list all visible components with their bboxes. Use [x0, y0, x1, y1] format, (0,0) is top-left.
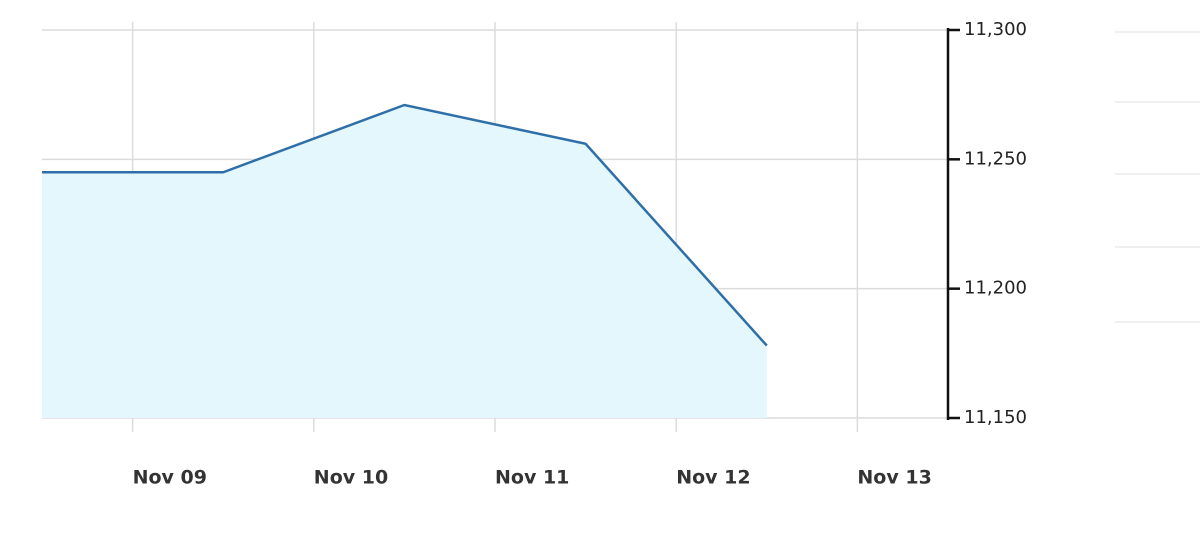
y-tick-label: 11,300: [964, 19, 1027, 40]
y-tick-label: 11,250: [964, 148, 1027, 169]
y-tick-label: 11,200: [964, 278, 1027, 299]
x-tick-label: Nov 12: [676, 467, 750, 489]
side-panel-lines: [1115, 31, 1200, 323]
x-tick-label: Nov 10: [314, 467, 388, 489]
x-tick-label: Nov 13: [857, 467, 931, 489]
area-fill: [42, 105, 767, 418]
y-tick-label: 11,150: [964, 407, 1027, 428]
line: [42, 103, 768, 347]
x-tick-label: Nov 11: [495, 467, 569, 489]
x-tick-label: Nov 09: [133, 467, 207, 489]
